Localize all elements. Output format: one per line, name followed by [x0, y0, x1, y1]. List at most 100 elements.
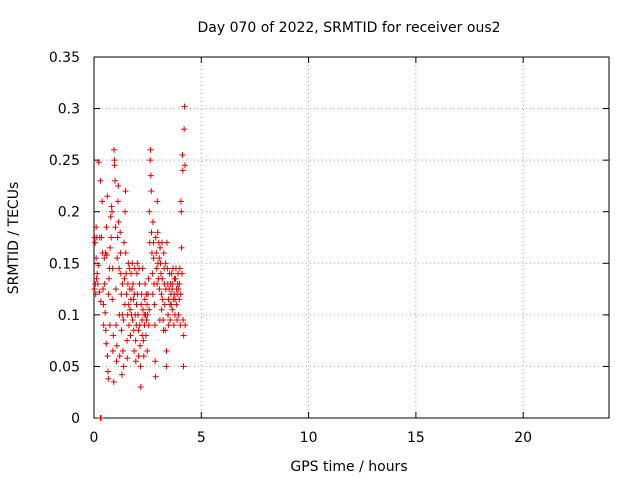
data-point [93, 224, 100, 231]
data-point [158, 306, 165, 313]
data-point [168, 270, 175, 277]
data-point [132, 337, 139, 344]
data-point [97, 298, 104, 305]
data-point [117, 229, 124, 236]
data-point [123, 291, 130, 298]
data-point [119, 311, 126, 318]
data-point [147, 157, 154, 164]
data-point [181, 126, 188, 133]
x-tick-label: 20 [514, 430, 532, 446]
data-point [165, 322, 172, 329]
data-point [112, 286, 119, 293]
data-point [180, 332, 187, 339]
data-point [120, 363, 127, 370]
data-points [91, 103, 189, 421]
data-point [182, 322, 189, 329]
data-point [98, 234, 105, 241]
data-point [114, 234, 121, 241]
data-point [160, 249, 167, 256]
data-point [178, 270, 185, 277]
data-point [125, 322, 132, 329]
data-point [146, 306, 153, 313]
data-point [135, 353, 142, 360]
data-point [147, 172, 154, 179]
data-point [136, 280, 143, 287]
data-point [163, 347, 170, 354]
y-tick-labels: 0 0.05 0.1 0.15 0.2 0.25 0.3 0.35 [49, 50, 80, 427]
data-point [168, 301, 175, 308]
data-point [137, 342, 144, 349]
data-point [139, 265, 146, 272]
data-point [113, 342, 120, 349]
data-point [93, 255, 100, 262]
data-point [101, 280, 108, 287]
data-point [106, 322, 113, 329]
data-point [175, 311, 182, 318]
data-point [156, 255, 163, 262]
x-axis-label: GPS time / hours [290, 459, 407, 475]
y-tick-label: 0.2 [58, 205, 80, 221]
data-point [108, 203, 115, 210]
data-point [159, 275, 166, 282]
data-point [137, 363, 144, 370]
x-tick-labels: 0 5 10 15 20 [90, 430, 533, 446]
data-point [118, 371, 125, 378]
data-point [150, 239, 157, 246]
data-point [158, 291, 165, 298]
data-point [105, 291, 112, 298]
data-point [130, 280, 137, 287]
data-point [170, 322, 177, 329]
data-point [144, 347, 151, 354]
data-point [180, 317, 187, 324]
data-point [176, 296, 183, 303]
data-point [119, 347, 126, 354]
data-point [100, 286, 107, 293]
data-point [115, 182, 122, 189]
data-point [145, 322, 152, 329]
data-point [162, 327, 169, 334]
data-point [152, 234, 159, 241]
grid [94, 57, 609, 418]
data-point [139, 306, 146, 313]
data-point [99, 198, 106, 205]
data-point [129, 317, 136, 324]
data-point [96, 289, 103, 296]
data-point [160, 317, 167, 324]
data-point [124, 280, 131, 287]
data-point [106, 275, 113, 282]
data-point [157, 244, 164, 251]
data-point [147, 146, 154, 153]
data-point [112, 224, 119, 231]
data-point [117, 270, 124, 277]
data-point [143, 317, 150, 324]
data-point [180, 363, 187, 370]
data-point [121, 239, 128, 246]
chart-title: Day 070 of 2022, SRMTID for receiver ous… [197, 20, 500, 36]
data-point [109, 347, 116, 354]
data-point [100, 322, 107, 329]
data-point [95, 262, 102, 269]
x-tick-label: 0 [90, 430, 99, 446]
data-point [109, 296, 116, 303]
x-tick-label: 10 [300, 430, 318, 446]
data-point [114, 255, 121, 262]
data-point [107, 244, 114, 251]
data-point [134, 311, 141, 318]
data-point [176, 280, 183, 287]
data-point [132, 358, 139, 365]
data-point [92, 239, 99, 246]
data-point [130, 296, 137, 303]
data-point [149, 270, 156, 277]
data-point [122, 188, 129, 195]
data-point [152, 358, 159, 365]
y-tick-label: 0.3 [58, 102, 80, 118]
data-point [175, 286, 182, 293]
data-point [127, 306, 134, 313]
data-point [102, 327, 109, 334]
data-point [176, 265, 183, 272]
data-point [126, 265, 133, 272]
data-point [110, 146, 117, 153]
data-point [109, 265, 116, 272]
